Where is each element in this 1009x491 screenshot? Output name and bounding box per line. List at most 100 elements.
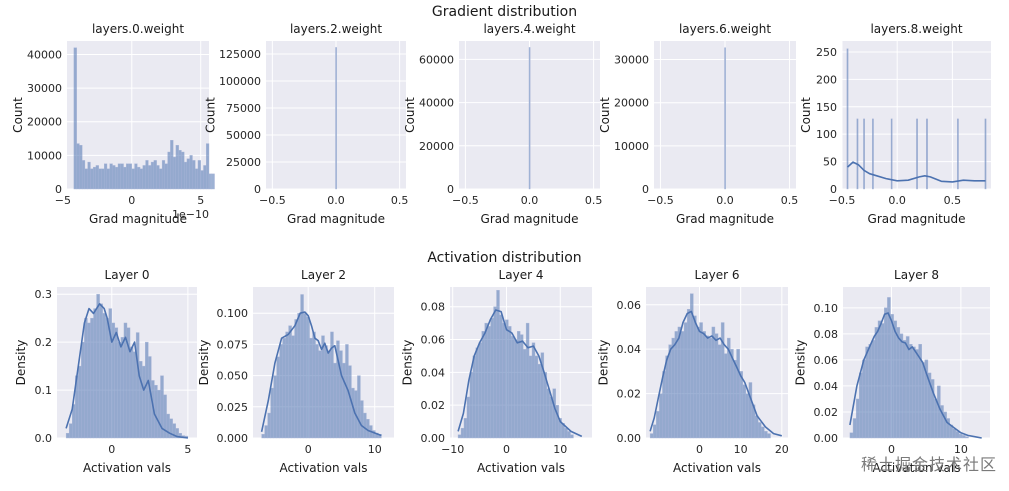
- x-axis-label: Grad magnitude: [89, 212, 187, 226]
- x-tick-label: 10: [553, 443, 567, 456]
- histogram-bar: [761, 426, 765, 439]
- y-tick-label: 75000: [226, 102, 261, 115]
- y-tick-label: 30000: [27, 82, 62, 95]
- histogram-bar: [880, 323, 885, 439]
- y-axis-label: Count: [799, 97, 813, 133]
- histogram-bar: [683, 322, 688, 439]
- histogram-bar: [739, 371, 743, 439]
- histogram-bar: [315, 344, 319, 439]
- y-axis-label: Count: [203, 97, 217, 133]
- histogram-bar: [291, 335, 295, 439]
- histogram-bar: [211, 173, 215, 190]
- y-tick-label: 0.06: [814, 354, 839, 367]
- subplot-title: Layer 6: [695, 268, 740, 282]
- y-tick-label: 0.050: [217, 370, 249, 383]
- y-tick-label: 25000: [226, 156, 261, 169]
- x-tick-label: −0.5: [259, 194, 286, 207]
- histogram-bar: [899, 333, 904, 439]
- histogram-bar: [131, 168, 135, 190]
- histogram-bar: [166, 413, 170, 439]
- y-axis-label: Count: [598, 97, 612, 133]
- histogram-bar: [300, 294, 304, 439]
- histogram-bar: [164, 163, 168, 190]
- histogram-bar: [457, 434, 462, 439]
- histogram-bar: [514, 339, 518, 439]
- histogram-bar: [915, 349, 919, 439]
- x-axis-label: Grad magnitude: [868, 212, 966, 226]
- y-tick-label: 50000: [226, 129, 261, 142]
- histogram-bar: [175, 145, 179, 190]
- histogram-bar: [863, 118, 865, 190]
- y-tick-label: 10000: [27, 149, 62, 162]
- x-tick-label: −0.5: [452, 194, 479, 207]
- x-tick-label: 0.0: [521, 194, 539, 207]
- histogram-bar: [466, 396, 471, 439]
- x-tick-label: −10: [441, 443, 464, 456]
- histogram-bar: [109, 163, 113, 190]
- histogram-bar: [142, 165, 146, 190]
- histogram-bar: [926, 118, 928, 190]
- x-tick-label: 0.0: [716, 194, 734, 207]
- histogram-bar: [767, 433, 771, 439]
- histogram-bar: [294, 319, 298, 439]
- histogram-bar: [564, 427, 568, 439]
- y-tick-label: 0.100: [217, 307, 249, 320]
- histogram-bar: [905, 336, 910, 439]
- histogram-bar: [846, 48, 849, 190]
- histogram-bar: [318, 350, 322, 439]
- subplot-grad0: −5 0 5010000200003000040000layers.0.weight…: [11, 22, 215, 226]
- subplot-act4: −10 0 10 0.00 0.02 0.04 0.06 0.08 Layer 4 Activat…: [401, 268, 592, 475]
- histogram-bar: [862, 359, 866, 439]
- histogram-bar: [167, 151, 171, 190]
- x-tick-label: −5: [55, 194, 71, 207]
- histogram-bar: [321, 335, 325, 439]
- x-axis-label: Grad magnitude: [481, 212, 579, 226]
- histogram-bar: [499, 314, 503, 439]
- histogram-bar: [87, 322, 91, 439]
- histogram-bar: [717, 344, 722, 439]
- y-tick-label: 0.08: [814, 328, 839, 341]
- histogram-bar: [150, 161, 155, 190]
- histogram-bar: [522, 349, 527, 439]
- subplot-act2: 0 10 0.000 0.025 0.050 0.075 0.100 Layer 2 Activ…: [197, 268, 394, 475]
- histogram-bar: [120, 163, 124, 190]
- histogram-bar: [170, 140, 174, 190]
- histogram-bar: [312, 331, 316, 439]
- histogram-bar: [505, 319, 509, 439]
- histogram-bar: [142, 365, 146, 439]
- y-axis-label: Density: [401, 340, 415, 386]
- histogram-bar: [339, 350, 343, 439]
- kde-line: [65, 302, 189, 439]
- histogram-bar: [138, 361, 143, 439]
- histogram-bar: [159, 168, 163, 190]
- y-tick-label: 0.000: [217, 432, 249, 445]
- histogram-bar: [104, 163, 108, 190]
- histogram-bar: [952, 428, 957, 439]
- histogram-bar: [528, 47, 531, 190]
- histogram-bar: [469, 372, 474, 439]
- histogram-bar: [460, 427, 465, 439]
- subplot-title: Layer 8: [894, 268, 939, 282]
- histogram-bar: [145, 341, 149, 439]
- subplot-act0: 0 5 0.0 0.1 0.2 0.3 Layer 0 Activation vals Dens…: [14, 268, 197, 475]
- histogram-bar: [921, 362, 926, 439]
- histogram-bar: [93, 308, 97, 439]
- histogram-bar: [537, 363, 542, 439]
- histogram-bar: [472, 355, 477, 439]
- histogram-bar: [475, 347, 479, 439]
- histogram-bar: [528, 355, 533, 439]
- histogram-bar: [962, 435, 966, 439]
- subplot-grad2: −0.5 0.0 0.5 0 25000 50000 75000 100000 125000 la…: [203, 22, 408, 226]
- y-axis-label: Count: [11, 97, 25, 133]
- histogram-bar: [754, 415, 759, 439]
- histogram-bar: [276, 356, 280, 439]
- histogram-bar: [493, 306, 497, 439]
- histogram-bar: [99, 303, 103, 439]
- x-tick-label: 10: [954, 443, 968, 456]
- histogram-bar: [714, 333, 719, 439]
- histogram-bar: [114, 327, 119, 439]
- histogram-bar: [736, 348, 740, 439]
- x-tick-label: 0: [108, 443, 115, 456]
- histogram-bar: [156, 165, 160, 190]
- histogram-bar: [128, 163, 132, 190]
